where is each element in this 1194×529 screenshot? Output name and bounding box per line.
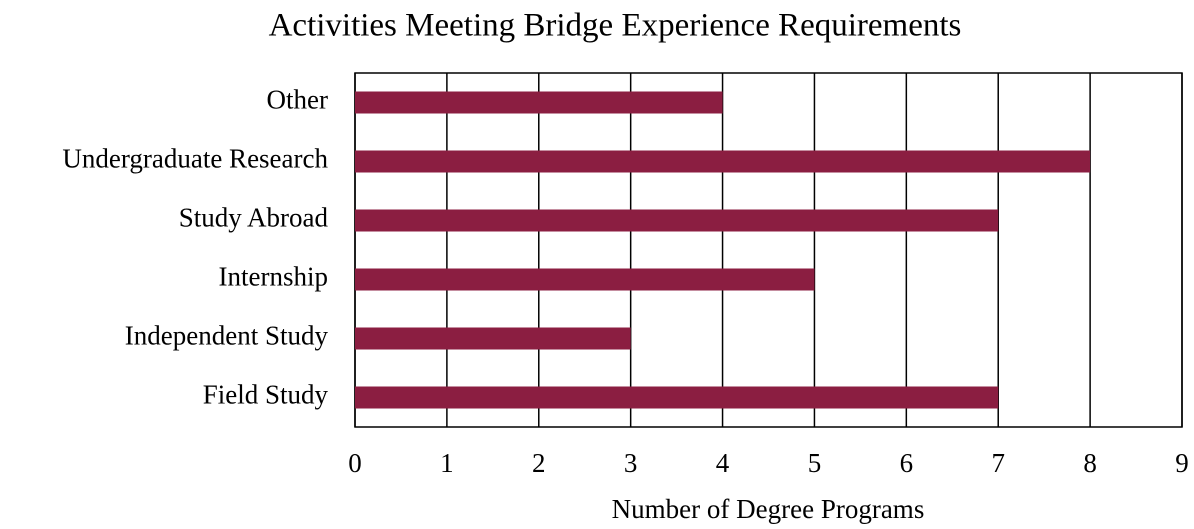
bar [355,209,999,232]
x-tick-label: 2 [532,448,546,478]
x-tick-label: 5 [808,448,822,478]
bar [355,268,815,291]
x-tick-label: 6 [900,448,914,478]
bar [355,327,631,350]
x-tick-label: 3 [624,448,638,478]
x-tick-label: 0 [348,448,362,478]
bar [355,386,999,409]
x-tick-label: 8 [1083,448,1097,478]
bar [355,150,1091,173]
x-tick-label: 1 [440,448,454,478]
y-tick-label: Undergraduate Research [62,144,328,174]
x-tick-label: 7 [991,448,1005,478]
y-tick-label: Other [267,85,328,115]
x-axis-label: Number of Degree Programs [612,494,925,524]
x-tick-label: 9 [1175,448,1189,478]
y-tick-label: Internship [219,262,328,292]
bar [355,91,723,114]
y-tick-label: Study Abroad [179,203,329,233]
x-tick-label: 4 [716,448,730,478]
plot-border [354,72,1183,428]
chart-title: Activities Meeting Bridge Experience Req… [269,8,962,44]
y-tick-label: Independent Study [125,321,329,351]
y-tick-label: Field Study [203,380,329,410]
